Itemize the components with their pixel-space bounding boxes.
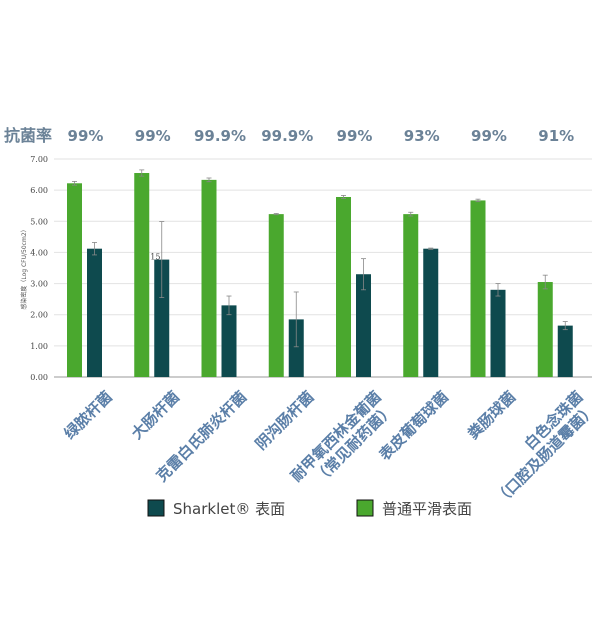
y-axis-label: 感染密度（Log CFU/50cm2） (20, 226, 28, 309)
legend: Sharklet® 表面 普通平滑表面 (147, 499, 472, 518)
rate-label: 99% (135, 127, 171, 145)
rate-label: 93% (404, 127, 440, 145)
bar (268, 214, 284, 377)
y-tick-label: 3.00 (30, 280, 48, 289)
legend-swatch-sharklet (147, 499, 165, 517)
bar (67, 183, 82, 377)
bar (201, 179, 217, 377)
category-label: 大肠杆菌 (128, 388, 183, 443)
y-tick-label: 1.00 (30, 342, 48, 351)
legend-swatch-smooth (356, 499, 374, 517)
bar (288, 319, 304, 377)
y-tick-label: 0.00 (30, 373, 48, 382)
rate-label: 91% (538, 127, 574, 145)
category-label: 表皮葡萄球菌 (376, 388, 452, 464)
bar (336, 196, 351, 377)
bar (537, 282, 553, 377)
y-tick-label: 7.00 (30, 155, 48, 164)
bar (221, 305, 237, 377)
category-label-line: 粪肠球菌 (464, 388, 519, 443)
y-tick-label: 5.00 (30, 217, 48, 226)
rate-labels: 99% 99% 99.9% 99.9% 99% 93% 99% 91% (68, 127, 575, 145)
legend-label-sharklet: Sharklet® 表面 (173, 500, 285, 518)
bar (490, 289, 506, 377)
bar (403, 214, 419, 377)
category-label: 粪肠球菌 (464, 388, 519, 443)
category-label-line: 阴沟肠杆菌 (252, 388, 318, 454)
bars: 15 (67, 169, 573, 377)
rate-label: 99.9% (194, 127, 246, 145)
category-label-line: 表皮葡萄球菌 (376, 388, 452, 464)
rate-label: 99% (471, 127, 507, 145)
category-label-line: 大肠杆菌 (128, 388, 183, 443)
y-tick-label: 4.00 (30, 248, 48, 257)
bar (356, 274, 371, 377)
y-axis-ticks: 0.00 1.00 2.00 3.00 4.00 5.00 6.00 7.00 (30, 155, 48, 382)
category-label-line: 绿脓杆菌 (61, 388, 116, 443)
rate-label: 99% (68, 127, 104, 145)
legend-label-smooth: 普通平滑表面 (382, 500, 472, 518)
bar (423, 248, 439, 377)
bar (470, 200, 486, 377)
bar (154, 259, 170, 377)
data-annotation: 15 (150, 253, 160, 262)
category-label: 绿脓杆菌 (61, 388, 116, 443)
category-label-line: （口腔及肠道霉菌） (491, 400, 594, 508)
rate-title: 抗菌率 (4, 126, 52, 145)
rate-label: 99% (337, 127, 373, 145)
category-label: 阴沟肠杆菌 (252, 388, 318, 454)
bar (87, 248, 102, 377)
rate-label: 99.9% (261, 127, 313, 145)
y-tick-label: 2.00 (30, 311, 48, 320)
y-tick-label: 6.00 (30, 186, 48, 195)
bar (134, 173, 150, 377)
bar (557, 325, 573, 377)
